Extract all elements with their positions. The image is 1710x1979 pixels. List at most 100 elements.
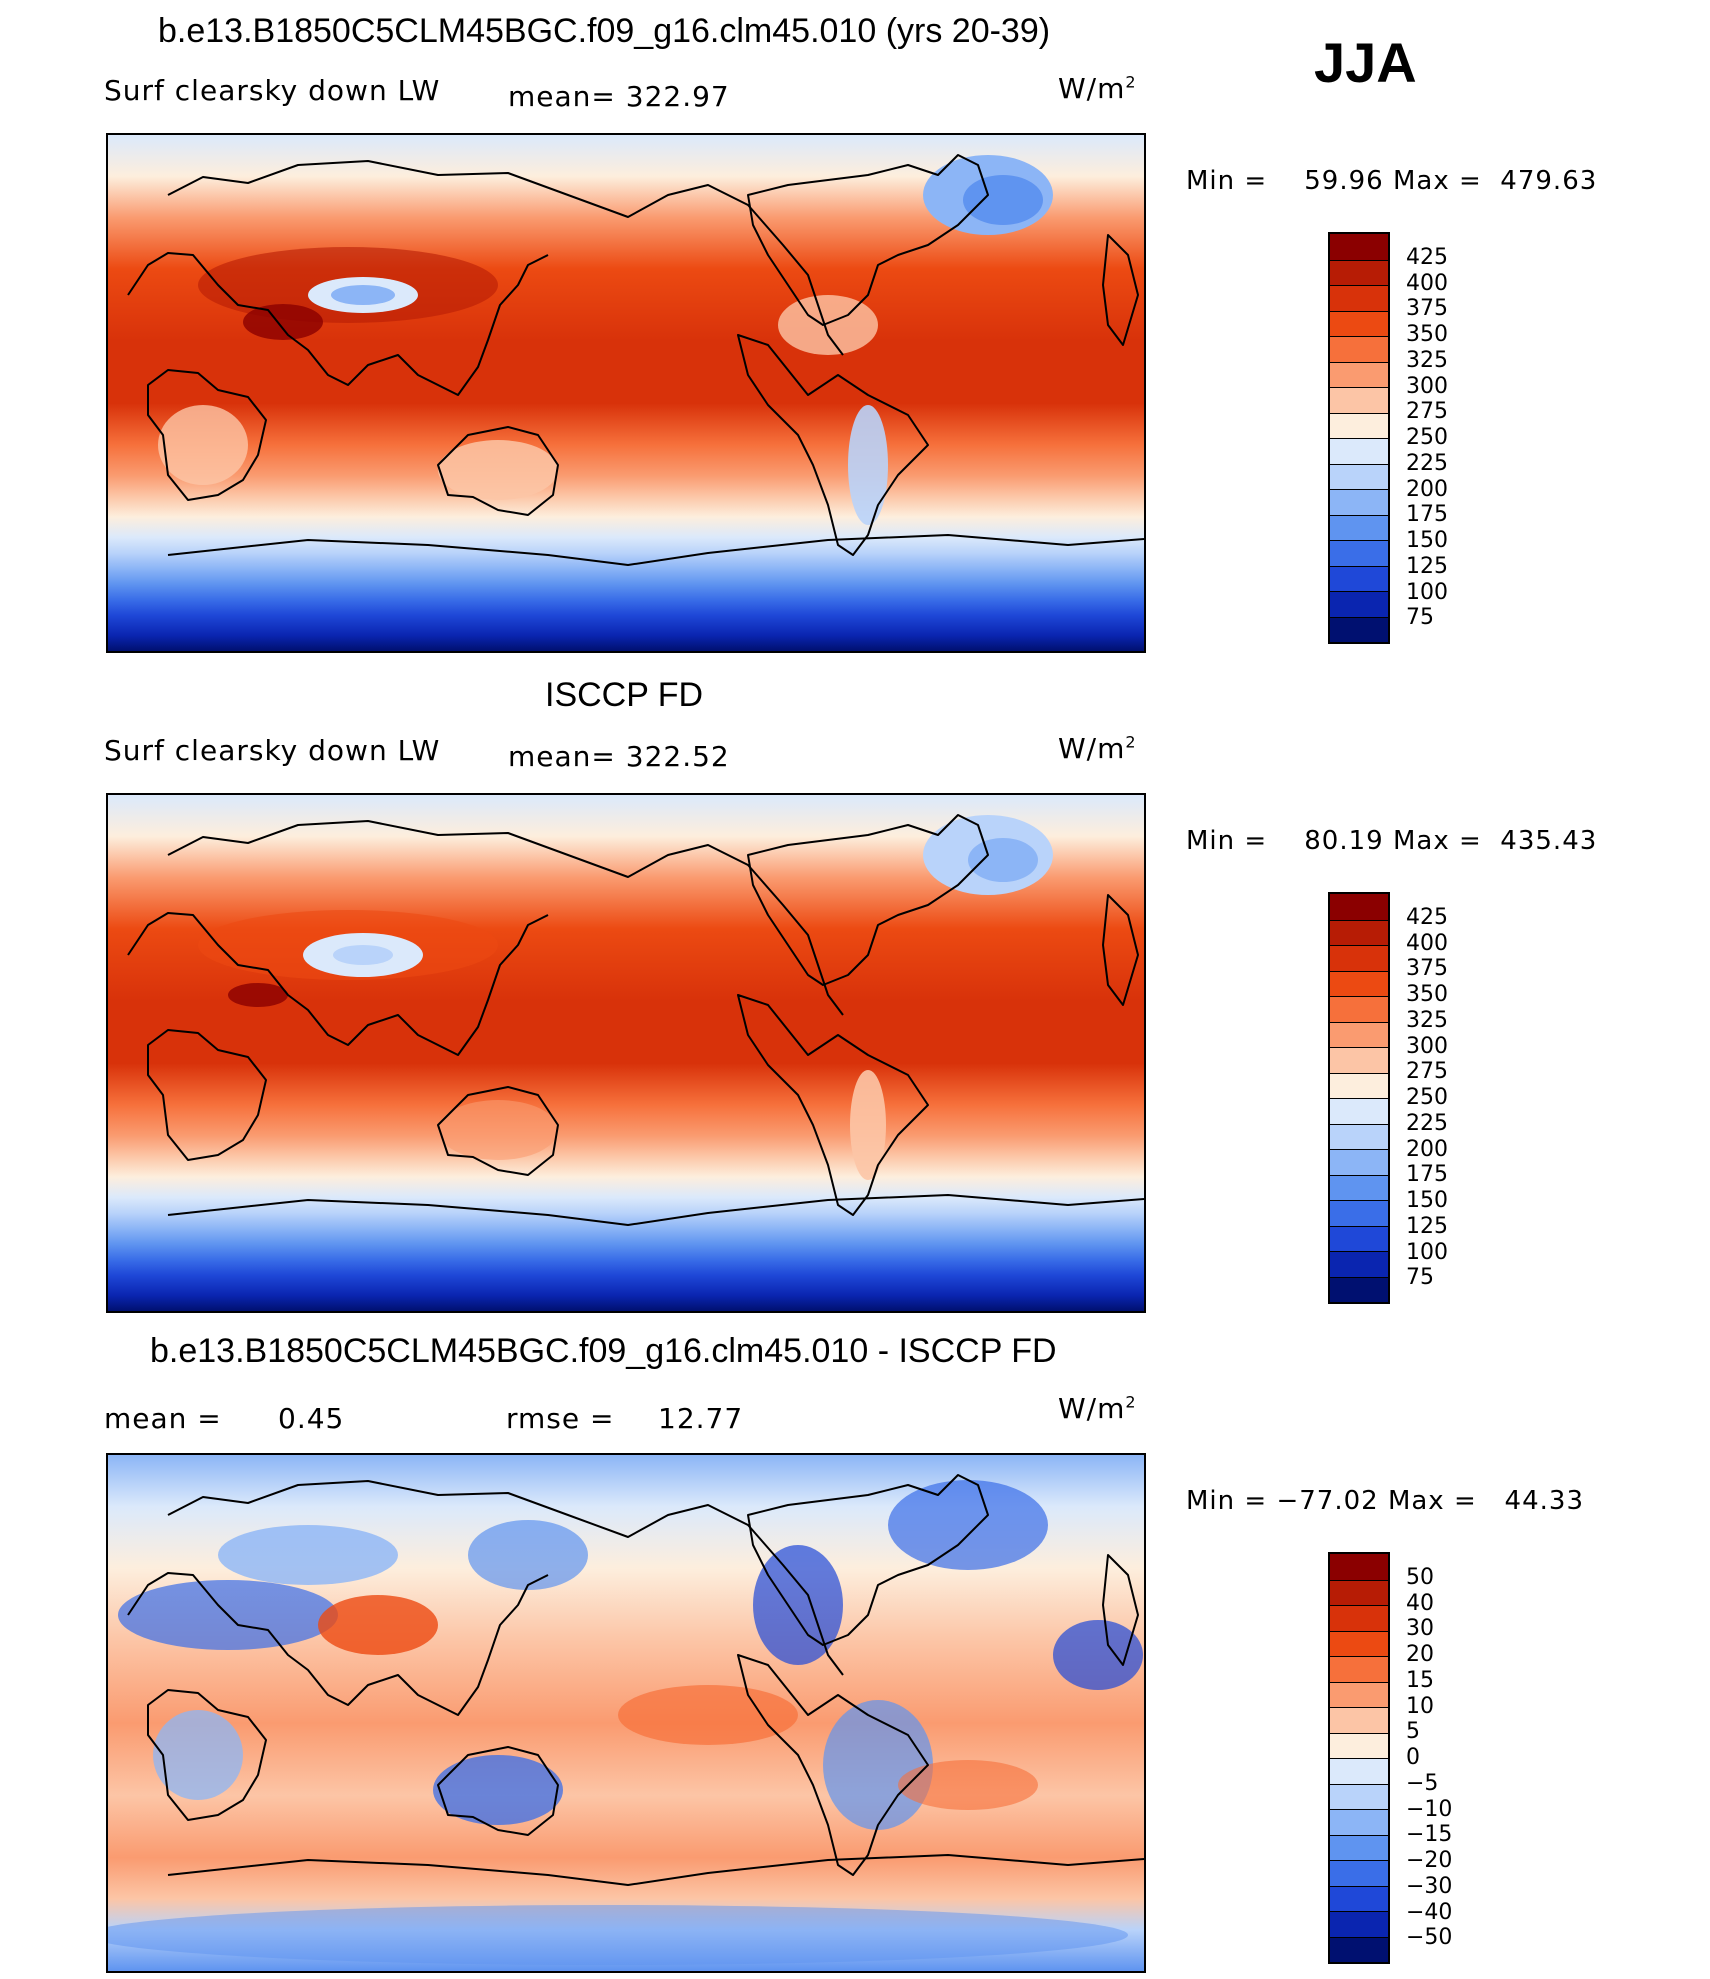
colorbar-level-label: 300 [1406, 373, 1448, 399]
colorbar-swatch [1330, 438, 1388, 464]
colorbar-level-label: 350 [1406, 982, 1448, 1007]
colorbar-level-label: 425 [1406, 904, 1448, 930]
panel3-map [106, 1453, 1146, 1973]
colorbar-swatch [1330, 463, 1388, 489]
panel2-units: W/m2 [1058, 732, 1137, 765]
colorbar-swatch [1330, 1656, 1388, 1682]
panel2-map [106, 793, 1146, 1313]
colorbar-level-label: 75 [1406, 605, 1434, 631]
colorbar-level-label: 75 [1406, 1265, 1434, 1291]
colorbar-level-label: 325 [1406, 347, 1448, 373]
panel3-title: b.e13.B1850C5CLM45BGC.f09_g16.clm45.010 … [150, 1332, 1057, 1370]
colorbar-swatch [1330, 514, 1388, 540]
panel3-colorbar [1328, 1552, 1390, 1964]
colorbar-swatch [1330, 1123, 1388, 1149]
colorbar-level-label: 150 [1406, 528, 1448, 553]
colorbar-swatch [1330, 1149, 1388, 1175]
colorbar-swatch [1330, 894, 1388, 920]
colorbar-level-label: 200 [1406, 1136, 1448, 1162]
colorbar-swatch [1330, 1707, 1388, 1733]
colorbar-swatch [1330, 1276, 1388, 1302]
colorbar-swatch [1330, 591, 1388, 617]
colorbar-swatch [1330, 1225, 1388, 1251]
colorbar-level-label: 375 [1406, 296, 1448, 322]
colorbar-level-label: −50 [1406, 1925, 1453, 1951]
colorbar-swatch [1330, 1809, 1388, 1835]
colorbar-swatch [1330, 1200, 1388, 1226]
colorbar-level-label: −15 [1406, 1822, 1453, 1848]
colorbar-swatch [1330, 336, 1388, 362]
panel2-map-field [108, 795, 1144, 1311]
panel1-title: b.e13.B1850C5CLM45BGC.f09_g16.clm45.010 … [158, 12, 1051, 50]
colorbar-level-label: 100 [1406, 579, 1448, 605]
panel1-mean: mean= 322.97 [508, 80, 730, 113]
panel2-variable: Surf clearsky down LW [104, 734, 441, 767]
colorbar-level-label: 125 [1406, 1213, 1448, 1239]
colorbar-level-label: 400 [1406, 930, 1448, 956]
colorbar-swatch [1330, 919, 1388, 945]
colorbar-level-label: 5 [1406, 1719, 1420, 1745]
panel2-mean: mean= 322.52 [508, 740, 730, 773]
colorbar-swatch [1330, 970, 1388, 996]
colorbar-level-label: 175 [1406, 502, 1448, 528]
colorbar-swatch [1330, 234, 1388, 260]
colorbar-swatch [1330, 1681, 1388, 1707]
colorbar-level-label: 275 [1406, 1059, 1448, 1085]
colorbar-level-label: 40 [1406, 1590, 1434, 1616]
colorbar-level-label: 275 [1406, 399, 1448, 425]
colorbar-level-label: 350 [1406, 322, 1448, 347]
colorbar-swatch [1330, 1834, 1388, 1860]
colorbar-swatch [1330, 489, 1388, 515]
colorbar-level-label: 400 [1406, 270, 1448, 296]
colorbar-swatch [1330, 1098, 1388, 1124]
colorbar-swatch [1330, 1758, 1388, 1784]
colorbar-swatch [1330, 1072, 1388, 1098]
colorbar-level-label: 300 [1406, 1033, 1448, 1059]
panel2-title: ISCCP FD [545, 676, 704, 714]
colorbar-swatch [1330, 996, 1388, 1022]
colorbar-swatch [1330, 1021, 1388, 1047]
colorbar-swatch [1330, 1860, 1388, 1886]
colorbar-level-label: −30 [1406, 1873, 1453, 1899]
colorbar-level-label: −5 [1406, 1770, 1439, 1796]
season-label: JJA [1314, 31, 1417, 94]
colorbar-swatch [1330, 1605, 1388, 1631]
colorbar-level-label: 30 [1406, 1616, 1434, 1642]
colorbar-level-label: 50 [1406, 1564, 1434, 1590]
panel2-min-max: Min = 80.19 Max = 435.43 [1186, 826, 1598, 856]
colorbar-level-label: 0 [1406, 1745, 1420, 1770]
colorbar-swatch [1330, 1554, 1388, 1580]
colorbar-swatch [1330, 1047, 1388, 1073]
colorbar-swatch [1330, 1783, 1388, 1809]
panel3-rmse-label: rmse = [506, 1402, 615, 1435]
panel3-mean-value: 0.45 [278, 1402, 345, 1435]
colorbar-swatch [1330, 1885, 1388, 1911]
panel3-units: W/m2 [1058, 1392, 1137, 1425]
colorbar-level-label: 250 [1406, 1085, 1448, 1110]
colorbar-swatch [1330, 1579, 1388, 1605]
panel1-colorbar [1328, 232, 1390, 644]
colorbar-level-label: −10 [1406, 1796, 1453, 1822]
colorbar-level-label: −20 [1406, 1848, 1453, 1873]
colorbar-swatch [1330, 1630, 1388, 1656]
panel3-map-field [108, 1455, 1144, 1971]
colorbar-level-label: −40 [1406, 1899, 1453, 1925]
colorbar-level-label: 425 [1406, 244, 1448, 270]
panel3-mean-label: mean = [104, 1402, 222, 1435]
panel1-units: W/m2 [1058, 72, 1137, 105]
colorbar-level-label: 200 [1406, 476, 1448, 502]
panel2-colorbar [1328, 892, 1390, 1304]
panel1-map [106, 133, 1146, 653]
colorbar-level-label: 375 [1406, 956, 1448, 982]
colorbar-level-label: 150 [1406, 1188, 1448, 1213]
colorbar-swatch [1330, 259, 1388, 285]
colorbar-level-label: 20 [1406, 1642, 1434, 1667]
colorbar-level-label: 125 [1406, 553, 1448, 579]
colorbar-level-label: 325 [1406, 1007, 1448, 1033]
colorbar-swatch [1330, 565, 1388, 591]
colorbar-swatch [1330, 387, 1388, 413]
colorbar-swatch [1330, 616, 1388, 642]
colorbar-swatch [1330, 1732, 1388, 1758]
colorbar-level-label: 175 [1406, 1162, 1448, 1188]
colorbar-level-label: 15 [1406, 1667, 1434, 1693]
